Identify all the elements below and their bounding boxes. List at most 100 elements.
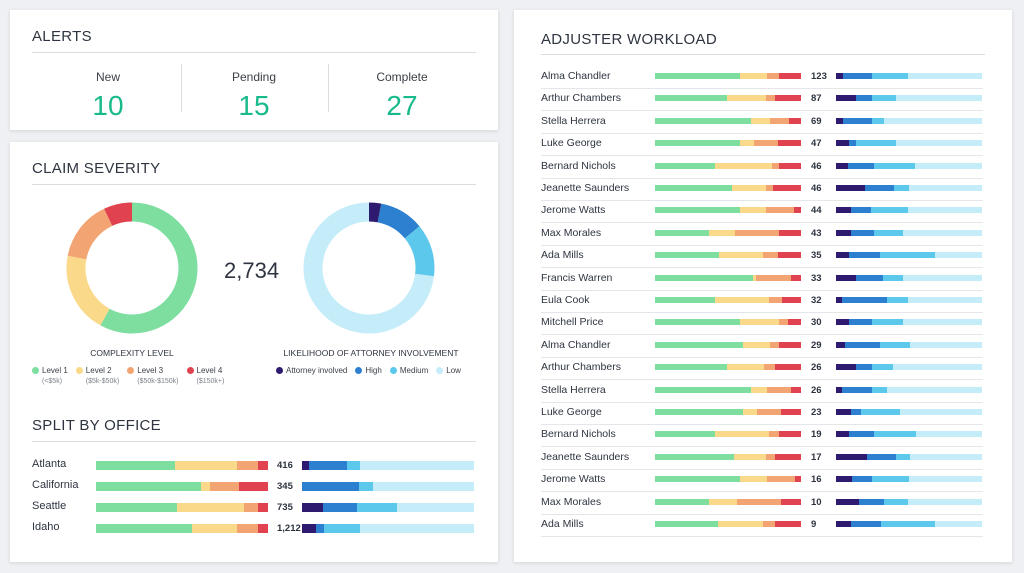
office-severity-bar-segment	[96, 461, 176, 470]
adjuster-row[interactable]: Luke George 47	[541, 134, 983, 157]
adjuster-attorney-bar[interactable]	[836, 498, 982, 505]
complexity-slice-level-2[interactable]	[66, 255, 110, 326]
adjuster-attorney-bar[interactable]	[836, 431, 982, 438]
adjuster-severity-bar[interactable]	[655, 364, 801, 371]
adjuster-row[interactable]: Bernard Nichols 19	[541, 425, 983, 448]
adjuster-row[interactable]: Stella Herrera 26	[541, 381, 983, 403]
adjuster-row[interactable]: Stella Herrera 69	[541, 112, 983, 134]
adjuster-row[interactable]: Mitchell Price 30	[541, 313, 983, 336]
adjuster-row[interactable]: Ada Mills 9	[541, 515, 983, 537]
alert-complete[interactable]: Complete 27	[342, 70, 462, 122]
adjuster-severity-bar[interactable]	[655, 162, 801, 169]
adjuster-severity-bar-segment	[774, 364, 801, 371]
adjuster-attorney-bar[interactable]	[836, 207, 982, 214]
adjuster-attorney-bar[interactable]	[836, 140, 982, 147]
adjuster-severity-bar[interactable]	[655, 117, 801, 124]
office-severity-bar[interactable]	[96, 482, 268, 491]
adjuster-severity-bar[interactable]	[655, 431, 801, 438]
adjuster-severity-bar-segment	[763, 252, 778, 259]
adjuster-severity-bar[interactable]	[655, 274, 801, 281]
complexity-slice-level-4[interactable]	[104, 202, 133, 227]
adjuster-attorney-bar[interactable]	[836, 409, 982, 415]
adjuster-attorney-bar[interactable]	[836, 95, 982, 102]
office-severity-bar[interactable]	[96, 461, 268, 470]
alert-new[interactable]: New 10	[48, 70, 168, 122]
office-severity-bar-segment	[257, 503, 268, 512]
adjuster-attorney-bar[interactable]	[836, 229, 982, 236]
adjuster-attorney-bar[interactable]	[836, 453, 982, 460]
adjuster-attorney-bar[interactable]	[836, 117, 982, 124]
office-row[interactable]: California 345	[32, 479, 477, 495]
adjuster-attorney-bar[interactable]	[836, 297, 982, 303]
adjuster-attorney-bar[interactable]	[836, 274, 982, 281]
adjuster-severity-bar[interactable]	[655, 207, 801, 214]
adjuster-row[interactable]: Jeanette Saunders 46	[541, 179, 983, 201]
adjuster-severity-bar[interactable]	[655, 95, 801, 102]
adjuster-row[interactable]: Arthur Chambers 26	[541, 358, 983, 381]
complexity-slice-level-3[interactable]	[67, 208, 113, 260]
adjuster-severity-bar[interactable]	[655, 297, 801, 303]
complexity-slice-level-1[interactable]	[100, 202, 198, 334]
adjuster-attorney-bar[interactable]	[836, 386, 982, 393]
adjuster-severity-bar[interactable]	[655, 252, 801, 259]
adjuster-attorney-bar[interactable]	[836, 319, 982, 326]
office-severity-bar[interactable]	[96, 524, 268, 533]
office-attorney-bar[interactable]	[302, 461, 474, 470]
adjuster-severity-bar[interactable]	[655, 453, 801, 460]
adjuster-row[interactable]: Jerome Watts 16	[541, 470, 983, 493]
adjuster-severity-bar[interactable]	[655, 140, 801, 147]
office-attorney-bar[interactable]	[302, 503, 474, 512]
office-attorney-bar[interactable]	[302, 482, 474, 491]
office-row[interactable]: Idaho 1,212	[32, 521, 477, 537]
adjuster-row[interactable]: Alma Chandler 123	[541, 67, 983, 89]
adjuster-row[interactable]: Francis Warren 33	[541, 269, 983, 291]
split-by-office-title: SPLIT BY OFFICE	[32, 417, 161, 434]
adjuster-severity-bar[interactable]	[655, 229, 801, 236]
adjuster-severity-bar-segment	[779, 229, 801, 236]
adjuster-attorney-bar-segment	[872, 476, 909, 483]
adjuster-severity-bar[interactable]	[655, 341, 801, 348]
adjuster-severity-bar[interactable]	[655, 409, 801, 415]
adjuster-row[interactable]: Jerome Watts 44	[541, 201, 983, 224]
attorney-donut[interactable]	[303, 202, 435, 334]
adjuster-row[interactable]: Arthur Chambers 87	[541, 89, 983, 112]
adjuster-row[interactable]: Max Morales 10	[541, 493, 983, 515]
adjuster-row[interactable]: Bernard Nichols 46	[541, 157, 983, 179]
adjuster-severity-bar[interactable]	[655, 476, 801, 483]
complexity-donut[interactable]	[66, 202, 198, 334]
adjuster-severity-bar-segment	[757, 409, 781, 415]
attorney-slice-low[interactable]	[303, 202, 434, 334]
attorney-slice-medium[interactable]	[404, 226, 435, 277]
adjuster-attorney-bar[interactable]	[836, 162, 982, 169]
office-attorney-bar[interactable]	[302, 524, 474, 533]
row-divider	[541, 88, 983, 89]
adjuster-row[interactable]: Alma Chandler 29	[541, 336, 983, 358]
adjuster-attorney-bar-segment	[836, 252, 850, 259]
adjuster-attorney-bar[interactable]	[836, 73, 982, 79]
adjuster-severity-bar[interactable]	[655, 319, 801, 326]
office-row[interactable]: Seattle 735	[32, 500, 477, 516]
adjuster-row[interactable]: Max Morales 43	[541, 224, 983, 246]
adjuster-row[interactable]: Jeanette Saunders 17	[541, 448, 983, 470]
adjuster-row[interactable]: Ada Mills 35	[541, 246, 983, 269]
alert-pending[interactable]: Pending 15	[194, 70, 314, 122]
office-severity-bar[interactable]	[96, 503, 268, 512]
adjuster-attorney-bar[interactable]	[836, 364, 982, 371]
adjuster-attorney-bar[interactable]	[836, 476, 982, 483]
adjuster-row[interactable]: Luke George 23	[541, 403, 983, 425]
adjuster-severity-bar[interactable]	[655, 498, 801, 505]
adjuster-attorney-bar[interactable]	[836, 185, 982, 191]
attorney-slice-high[interactable]	[377, 203, 420, 239]
adjuster-row[interactable]: Eula Cook 32	[541, 291, 983, 313]
adjuster-attorney-bar-segment	[872, 364, 893, 371]
adjuster-severity-bar[interactable]	[655, 185, 801, 191]
adjuster-attorney-bar[interactable]	[836, 341, 982, 348]
adjuster-attorney-bar[interactable]	[836, 252, 982, 259]
office-row[interactable]: Atlanta 416	[32, 458, 477, 474]
adjuster-attorney-bar[interactable]	[836, 521, 982, 527]
adjuster-severity-bar[interactable]	[655, 386, 801, 393]
attorney-slice-attorney-involved[interactable]	[368, 202, 382, 223]
adjuster-severity-bar-segment	[655, 73, 740, 79]
adjuster-severity-bar[interactable]	[655, 73, 801, 79]
adjuster-severity-bar[interactable]	[655, 521, 801, 527]
